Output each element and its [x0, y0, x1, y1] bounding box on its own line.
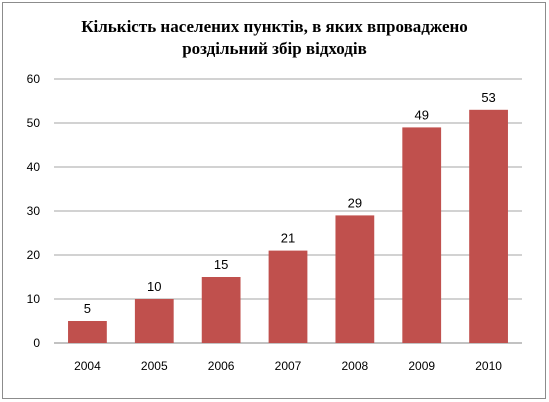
y-tick-label: 30: [27, 204, 41, 218]
y-tick-label: 10: [27, 292, 41, 306]
data-label: 29: [348, 195, 362, 210]
x-tick-label: 2006: [208, 359, 235, 373]
y-tick-label: 40: [27, 160, 41, 174]
x-tick-label: 2009: [408, 359, 435, 373]
bar: [268, 250, 308, 343]
x-tick-label: 2005: [141, 359, 168, 373]
data-label: 5: [84, 301, 91, 316]
x-tick-label: 2004: [74, 359, 101, 373]
bar: [335, 215, 375, 343]
y-tick-label: 50: [27, 116, 41, 130]
x-tick-label: 2007: [275, 359, 302, 373]
bar: [469, 109, 508, 343]
chart-title-line-2: роздільний збір відходів: [182, 39, 367, 58]
bar: [201, 277, 241, 343]
y-tick-label: 0: [33, 336, 40, 350]
y-tick-label: 20: [27, 248, 41, 262]
bar: [402, 127, 442, 344]
chart-title: Кількість населених пунктів, в яких впро…: [0, 16, 549, 60]
data-label: 10: [147, 279, 161, 294]
y-tick-label: 60: [27, 72, 41, 86]
bar: [68, 321, 107, 343]
data-label: 53: [481, 90, 495, 105]
data-label: 15: [214, 257, 228, 272]
bar: [134, 299, 174, 343]
chart-title-line-1: Кількість населених пунктів, в яких впро…: [81, 17, 468, 36]
data-label: 49: [414, 107, 428, 122]
x-tick-label: 2008: [342, 359, 369, 373]
x-tick-label: 2010: [475, 359, 502, 373]
data-label: 21: [281, 231, 295, 246]
